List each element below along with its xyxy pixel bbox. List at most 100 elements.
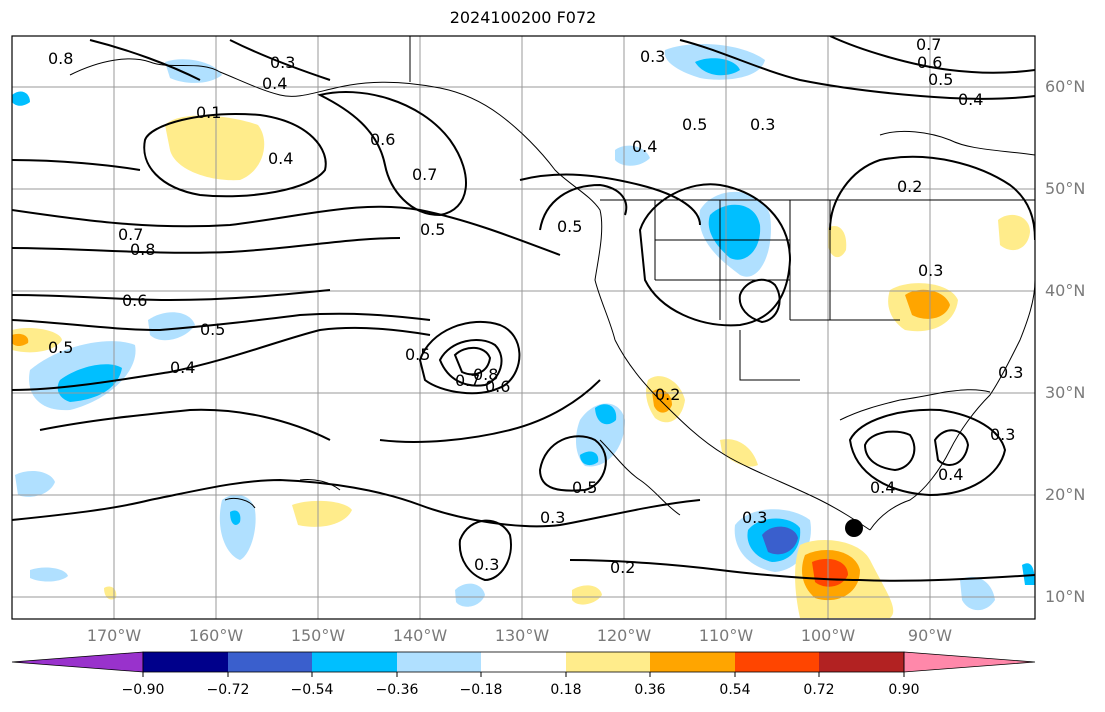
lat-label-40n: 40°N <box>1045 281 1086 300</box>
shade-negative <box>695 58 740 76</box>
colorbar-tick-label: −0.36 <box>375 682 419 698</box>
contour-label: 0.7 <box>916 35 941 54</box>
storm-center-dot <box>845 519 863 537</box>
contour-label: 0.8 <box>130 240 155 259</box>
colorbar-bin <box>650 652 735 672</box>
colorbar-tick-label: 0.90 <box>888 682 920 698</box>
lat-label-10n: 10°N <box>1045 587 1086 606</box>
contour-label: 0.6 <box>370 130 395 149</box>
contour-label: 0.4 <box>170 358 195 377</box>
colorbar-bin <box>481 652 566 672</box>
colorbar-tick-label: 0.36 <box>634 682 666 698</box>
contour-label: 0.5 <box>557 217 582 236</box>
lon-label-100w: 100°W <box>800 626 856 645</box>
shade-positive <box>12 333 29 347</box>
shade-negative <box>455 583 485 607</box>
colorbar-bin <box>735 652 819 672</box>
shade-positive <box>292 500 352 527</box>
colorbar-bin <box>566 652 650 672</box>
contour-label: 0.3 <box>270 53 295 72</box>
contour-label: 0.2 <box>610 558 635 577</box>
lon-label-130w: 130°W <box>494 626 550 645</box>
colorbar-tick-label: 0.18 <box>550 682 582 698</box>
contour-label: 0.5 <box>420 220 445 239</box>
contour-label: 0.4 <box>938 465 963 484</box>
shade-negative <box>580 451 599 466</box>
lat-label-50n: 50°N <box>1045 179 1086 198</box>
coastlines <box>69 36 1035 531</box>
shade-positive <box>572 585 602 605</box>
shade-negative <box>15 470 55 497</box>
contour-label: 0.8 <box>48 49 73 68</box>
contour-labels: 0.8 0.3 0.4 0.1 0.4 0.6 0.7 0.5 0.7 0.8 … <box>48 35 1023 577</box>
contour-label: 0.4 <box>268 149 293 168</box>
shade-negative <box>708 204 761 260</box>
lon-label-170w: 170°W <box>86 626 142 645</box>
contour-label: 0.5 <box>200 320 225 339</box>
shade-negative <box>1022 563 1035 585</box>
map-title: 2024100200 F072 <box>449 8 597 27</box>
lat-label-60n: 60°N <box>1045 77 1086 96</box>
contour-label: 0.3 <box>990 425 1015 444</box>
graticule <box>12 36 1035 619</box>
contour-label: 0.7 <box>412 165 437 184</box>
shade-negative <box>219 494 256 560</box>
lon-label-140w: 140°W <box>392 626 448 645</box>
shade-positive <box>165 115 265 181</box>
contour-label: 0.5 <box>928 70 953 89</box>
colorbar-extend-low <box>11 651 144 673</box>
contour-label: 0.3 <box>742 508 767 527</box>
contour-label: 0.6 <box>917 53 942 72</box>
shade-positive <box>720 439 758 467</box>
colorbar-bin <box>397 652 481 672</box>
contour-label: 0.5 <box>48 338 73 357</box>
colorbar <box>11 651 1036 677</box>
shade-negative <box>595 404 617 425</box>
lon-label-90w: 90°W <box>907 626 953 645</box>
contour-label: 0.3 <box>998 363 1023 382</box>
colorbar-outline <box>142 651 905 673</box>
lat-label-20n: 20°N <box>1045 485 1086 504</box>
contour-label: 0.3 <box>640 47 665 66</box>
lon-label-160w: 160°W <box>188 626 244 645</box>
colorbar-tick-label: 0.72 <box>803 682 835 698</box>
colorbar-bin <box>143 652 228 672</box>
contour-label: 0.4 <box>632 137 657 156</box>
contour-label: 0.4 <box>870 478 895 497</box>
contour-label: 0.2 <box>655 385 680 404</box>
contour-label: 0.3 <box>750 115 775 134</box>
colorbar-tick-label: −0.18 <box>459 682 503 698</box>
shade-negative <box>960 576 995 611</box>
contour-label: 0.8 <box>473 365 498 384</box>
colorbar-tick-label: −0.90 <box>121 682 165 698</box>
contour-label: 0.6 <box>122 291 147 310</box>
contour-label: 0.5 <box>405 345 430 364</box>
colorbar-tick-label: −0.72 <box>206 682 250 698</box>
map-frame <box>11 35 1036 620</box>
contour-label: 0.3 <box>540 508 565 527</box>
shade-negative <box>230 510 241 525</box>
contour-label: 0.3 <box>474 555 499 574</box>
colorbar-bin <box>819 652 904 672</box>
colorbar-bin <box>312 652 397 672</box>
contour-label: 0.2 <box>897 177 922 196</box>
shaded-regions <box>12 44 1035 618</box>
shade-positive <box>905 289 950 319</box>
shade-positive <box>828 226 847 258</box>
lon-label-110w: 110°W <box>698 626 754 645</box>
contour-lines <box>12 36 1035 582</box>
colorbar-tick-label: −0.54 <box>290 682 334 698</box>
shade-negative <box>762 526 798 555</box>
shade-positive <box>998 214 1030 251</box>
lon-label-150w: 150°W <box>290 626 346 645</box>
contour-label: 0.7 <box>118 225 143 244</box>
contour-label: 0.7 <box>455 371 480 390</box>
contour-label: 0.6 <box>485 377 510 396</box>
contour-label: 0.3 <box>918 261 943 280</box>
contour-label: 0.5 <box>572 478 597 497</box>
colorbar-extend-high <box>903 651 1036 673</box>
shade-negative <box>148 312 195 341</box>
colorbar-tick-label: 0.54 <box>719 682 751 698</box>
lon-label-120w: 120°W <box>596 626 652 645</box>
